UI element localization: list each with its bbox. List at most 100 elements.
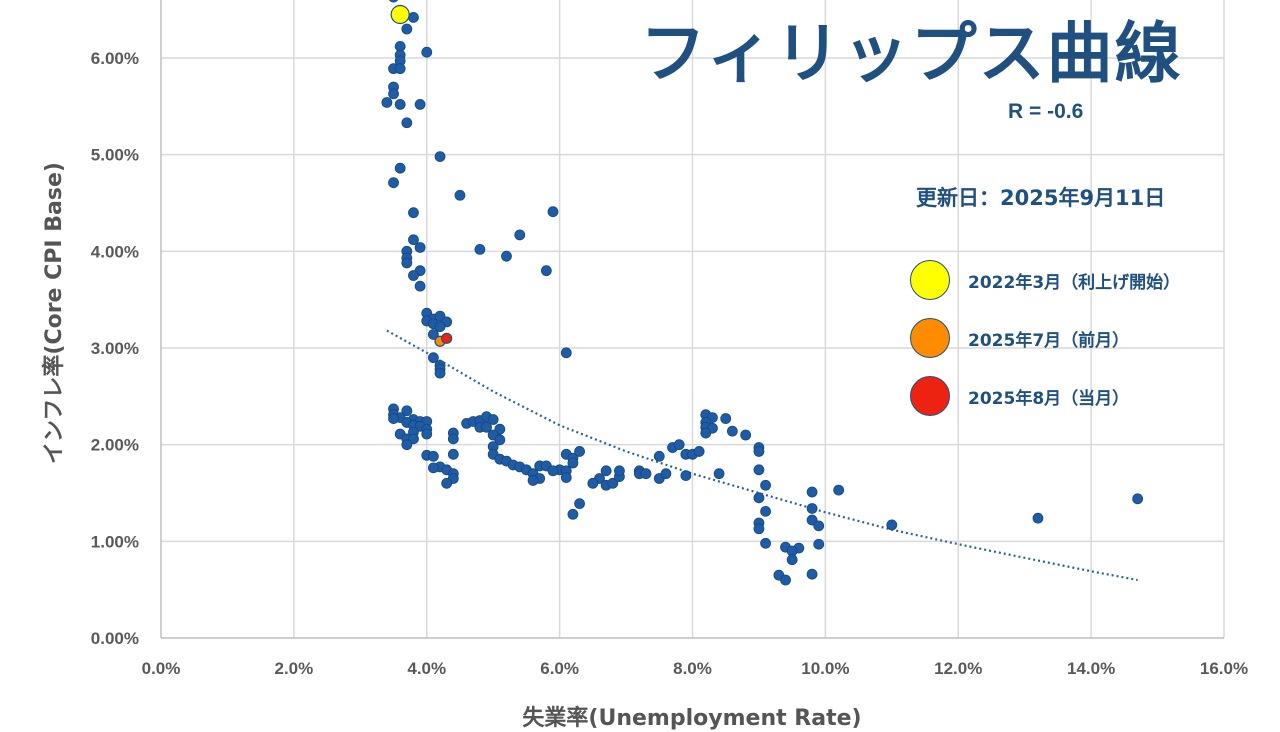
data-point bbox=[700, 427, 712, 439]
data-point bbox=[760, 479, 771, 491]
data-point bbox=[487, 414, 499, 425]
data-point bbox=[607, 477, 619, 489]
chart-title: フィリップス曲線 bbox=[640, 15, 1183, 92]
data-point bbox=[474, 243, 486, 255]
data-point bbox=[434, 321, 446, 333]
data-point bbox=[813, 520, 825, 532]
data-point bbox=[447, 448, 459, 460]
data-point bbox=[567, 457, 579, 469]
data-point bbox=[481, 421, 492, 433]
y-tick-label: 3.00% bbox=[91, 339, 139, 358]
data-point bbox=[640, 468, 652, 480]
data-point bbox=[514, 229, 526, 241]
data-point bbox=[720, 413, 732, 424]
data-point bbox=[574, 498, 585, 510]
data-point bbox=[886, 519, 898, 531]
y-tick-label: 0.00% bbox=[91, 629, 139, 648]
data-point bbox=[540, 265, 552, 277]
legend-marker-yellow bbox=[910, 260, 950, 300]
data-point bbox=[574, 446, 585, 457]
data-point bbox=[381, 97, 393, 108]
data-point bbox=[786, 554, 798, 566]
legend-item-2025-08: 2025年8月（当月） bbox=[910, 374, 1129, 418]
data-point bbox=[414, 280, 426, 292]
legend-item-2022-03: 2022年3月（利上げ開始） bbox=[910, 258, 1180, 302]
data-point bbox=[441, 477, 453, 489]
data-point bbox=[427, 462, 439, 474]
data-point bbox=[653, 450, 665, 462]
data-point bbox=[567, 508, 579, 520]
x-tick-label: 4.0% bbox=[407, 659, 446, 678]
legend-label: 2025年7月（前月） bbox=[968, 330, 1130, 351]
data-point bbox=[388, 88, 399, 100]
data-point bbox=[394, 63, 406, 75]
y-tick-label: 2.00% bbox=[91, 436, 139, 455]
data-point bbox=[408, 234, 419, 246]
y-tick-label: 4.00% bbox=[91, 242, 139, 261]
data-point bbox=[394, 99, 406, 110]
x-tick-label: 0.0% bbox=[142, 659, 181, 678]
legend-label: 2025年8月（当月） bbox=[968, 388, 1130, 409]
x-axis-label: 失業率(Unemployment Rate) bbox=[522, 706, 862, 731]
axes bbox=[160, 0, 1224, 639]
data-point bbox=[713, 468, 725, 480]
data-point bbox=[454, 189, 466, 201]
tick-labels: 0.0% 2.0% 4.0% 6.0% 8.0% 10.0% 12.0% 14.0% 16.0%… bbox=[91, 49, 1248, 678]
legend-marker-orange bbox=[910, 318, 950, 358]
data-point bbox=[726, 425, 738, 437]
y-tick-label: 5.00% bbox=[91, 146, 139, 165]
data-point bbox=[806, 568, 818, 580]
highlight-point bbox=[390, 4, 410, 25]
data-point bbox=[527, 475, 539, 486]
data-point bbox=[501, 250, 512, 262]
data-point bbox=[760, 537, 771, 549]
data-point bbox=[388, 0, 399, 3]
legend-item-2025-07: 2025年7月（前月） bbox=[910, 316, 1129, 360]
data-point bbox=[673, 439, 685, 451]
data-point bbox=[421, 46, 433, 58]
data-point bbox=[587, 477, 599, 489]
data-points bbox=[381, 0, 1144, 586]
data-point bbox=[560, 347, 572, 359]
data-point bbox=[560, 472, 572, 483]
y-tick-label: 1.00% bbox=[91, 532, 139, 551]
data-point bbox=[427, 329, 439, 340]
data-point bbox=[547, 206, 559, 218]
data-point bbox=[740, 429, 752, 441]
data-point bbox=[547, 465, 559, 477]
data-point bbox=[447, 433, 459, 445]
data-point bbox=[414, 99, 426, 110]
data-point bbox=[427, 352, 439, 364]
data-point bbox=[421, 428, 433, 440]
data-point bbox=[401, 405, 413, 417]
data-point bbox=[401, 117, 413, 129]
data-point bbox=[614, 465, 625, 477]
trend-line bbox=[386, 329, 1138, 582]
data-point bbox=[434, 367, 446, 379]
x-tick-label: 2.0% bbox=[275, 659, 314, 678]
x-tick-label: 12.0% bbox=[934, 659, 982, 678]
data-point bbox=[427, 450, 439, 462]
data-point bbox=[780, 574, 791, 586]
data-point bbox=[408, 270, 419, 281]
grid-lines bbox=[161, 0, 1225, 638]
data-point bbox=[494, 434, 506, 446]
data-point bbox=[1132, 493, 1144, 505]
x-tick-label: 14.0% bbox=[1067, 659, 1115, 678]
highlight-points bbox=[390, 4, 453, 347]
data-point bbox=[388, 177, 399, 189]
x-tick-label: 16.0% bbox=[1200, 659, 1248, 678]
highlight-point bbox=[441, 332, 453, 344]
correlation-annotation: R = -0.6 bbox=[1008, 100, 1084, 123]
data-point bbox=[401, 439, 413, 451]
legend-marker-red bbox=[910, 376, 950, 416]
data-point bbox=[660, 468, 672, 480]
data-point bbox=[401, 23, 413, 35]
data-point bbox=[680, 470, 692, 482]
data-point bbox=[388, 413, 399, 424]
data-point bbox=[408, 207, 419, 219]
x-tick-label: 8.0% bbox=[673, 659, 712, 678]
data-point bbox=[408, 11, 419, 23]
legend-label: 2022年3月（利上げ開始） bbox=[968, 272, 1181, 293]
